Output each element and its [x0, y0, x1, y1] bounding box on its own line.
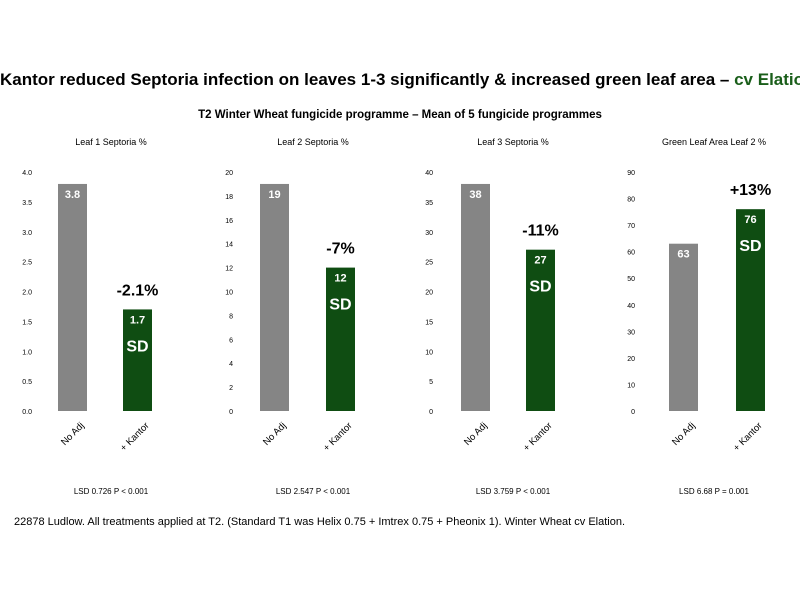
lsd-stat: LSD 3.759 P < 0.001 [476, 487, 551, 496]
y-tick-label: 1.5 [22, 319, 32, 326]
y-tick-label: 18 [225, 194, 233, 201]
y-tick-label: 0 [631, 409, 635, 416]
lsd-stat: LSD 2.547 P < 0.001 [276, 487, 351, 496]
y-tick-label: 3.0 [22, 230, 32, 237]
bar-value-label: 63 [677, 249, 689, 261]
category-label: No Adj [261, 420, 289, 448]
significance-label: SD [126, 338, 148, 355]
y-tick-label: 0 [229, 409, 233, 416]
change-label: -11% [522, 223, 558, 240]
category-label: + Kantor [118, 420, 151, 453]
y-tick-label: 0.5 [22, 379, 32, 386]
panel-title: Leaf 3 Septoria % [477, 137, 549, 147]
y-tick-label: 70 [627, 223, 635, 230]
bar-value-label: 38 [469, 189, 481, 201]
y-tick-label: 35 [425, 200, 433, 207]
y-tick-label: 1.0 [22, 349, 32, 356]
bar-value-label: 1.7 [130, 314, 145, 326]
y-tick-label: 90 [627, 170, 635, 177]
y-tick-label: 15 [425, 319, 433, 326]
y-tick-label: 2.5 [22, 260, 32, 267]
footnote: 22878 Ludlow. All treatments applied at … [14, 516, 626, 528]
change-label: +13% [730, 182, 771, 199]
panel-title: Green Leaf Area Leaf 2 % [662, 137, 766, 147]
y-tick-label: 60 [627, 250, 635, 257]
y-tick-label: 50 [627, 276, 635, 283]
y-tick-label: 6 [229, 337, 233, 344]
bar-no-adj [58, 183, 87, 411]
y-tick-label: 0.0 [22, 409, 32, 416]
significance-label: SD [329, 297, 351, 314]
y-tick-label: 5 [429, 379, 433, 386]
y-tick-label: 12 [225, 266, 233, 273]
y-tick-label: 16 [225, 218, 233, 225]
change-label: -7% [326, 241, 354, 258]
category-label: + Kantor [521, 420, 554, 453]
significance-label: SD [739, 238, 761, 255]
y-tick-label: 8 [229, 313, 233, 320]
y-tick-label: 20 [627, 356, 635, 363]
bar-kantor [736, 209, 765, 411]
bar-value-label: 19 [268, 189, 280, 201]
significance-label: SD [529, 279, 551, 296]
y-tick-label: 10 [425, 349, 433, 356]
bar-value-label: 27 [534, 255, 546, 267]
bar-kantor [123, 309, 152, 411]
category-label: No Adj [59, 420, 87, 448]
y-tick-label: 40 [627, 303, 635, 310]
y-tick-label: 0 [429, 409, 433, 416]
y-tick-label: 2 [229, 385, 233, 392]
y-tick-label: 10 [627, 382, 635, 389]
lsd-stat: LSD 6.68 P = 0.001 [679, 487, 749, 496]
change-label: -2.1% [117, 282, 159, 299]
bar-value-label: 3.8 [65, 189, 80, 201]
y-tick-label: 30 [627, 329, 635, 336]
y-tick-label: 20 [425, 290, 433, 297]
bar-value-label: 76 [744, 214, 756, 226]
y-tick-label: 30 [425, 230, 433, 237]
bar-no-adj [669, 243, 698, 411]
y-tick-label: 80 [627, 197, 635, 204]
chart-subtitle: T2 Winter Wheat fungicide programme – Me… [198, 109, 602, 121]
bar-kantor [526, 249, 555, 411]
y-tick-label: 14 [225, 242, 233, 249]
y-tick-label: 20 [225, 170, 233, 177]
y-tick-label: 2.0 [22, 290, 32, 297]
category-label: + Kantor [731, 420, 764, 453]
panel-title: Leaf 1 Septoria % [75, 137, 147, 147]
bar-kantor [326, 267, 355, 411]
lsd-stat: LSD 0.726 P < 0.001 [74, 487, 149, 496]
y-tick-label: 3.5 [22, 200, 32, 207]
title-accent: cv Elation [734, 70, 800, 89]
category-label: + Kantor [321, 420, 354, 453]
bar-no-adj [260, 183, 289, 411]
category-label: No Adj [462, 420, 490, 448]
y-tick-label: 4 [229, 361, 233, 368]
y-tick-label: 25 [425, 260, 433, 267]
title-main: Kantor reduced Septoria infection on lea… [0, 70, 735, 89]
category-label: No Adj [670, 420, 698, 448]
bar-no-adj [461, 183, 490, 411]
y-tick-label: 4.0 [22, 170, 32, 177]
bar-value-label: 12 [334, 273, 346, 285]
y-tick-label: 40 [425, 170, 433, 177]
y-tick-label: 10 [225, 290, 233, 297]
panel-title: Leaf 2 Septoria % [277, 137, 349, 147]
page-title: Kantor reduced Septoria infection on lea… [0, 70, 800, 90]
